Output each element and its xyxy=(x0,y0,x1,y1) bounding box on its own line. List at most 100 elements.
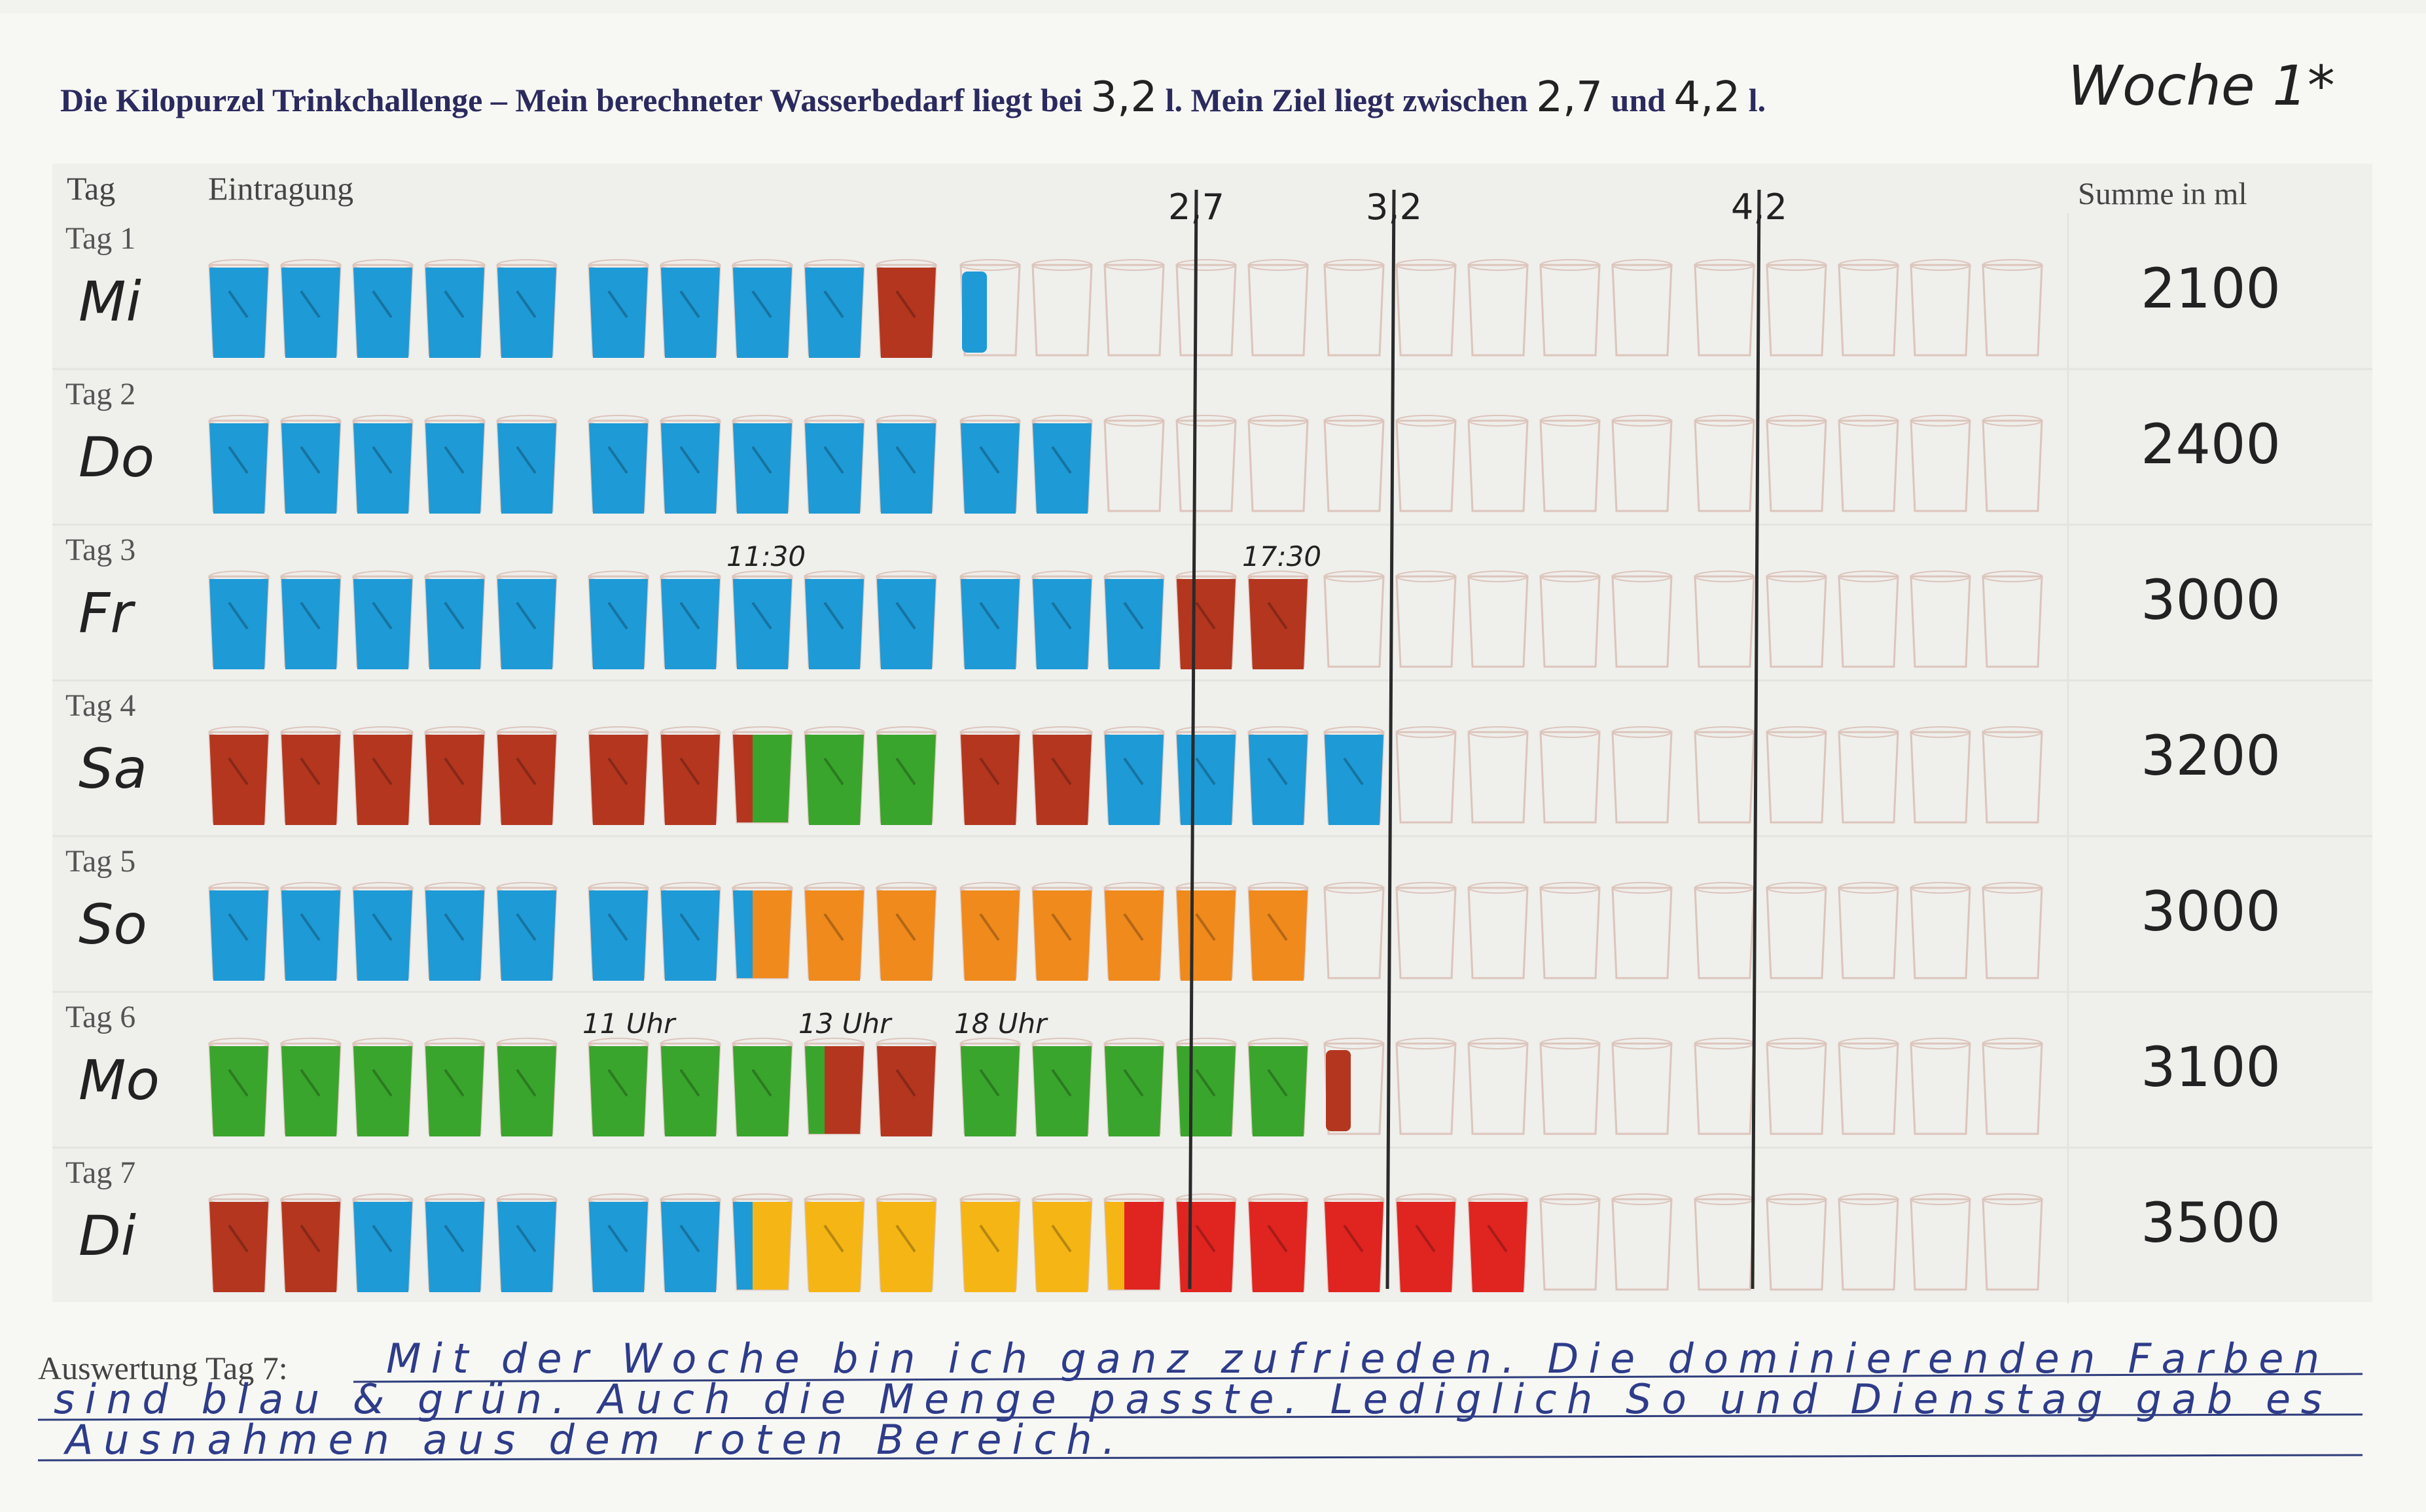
evaluation-line-3: Ausnahmen aus dem roten Bereich. xyxy=(63,1416,1119,1464)
cup-outline xyxy=(1766,1198,1827,1291)
cup-outline xyxy=(1766,1042,1827,1135)
cup-outline xyxy=(1539,264,1601,357)
cup-filled xyxy=(1397,1202,1455,1292)
cup-filled xyxy=(805,890,864,981)
cup-filled xyxy=(281,735,340,825)
cup-marker-stroke xyxy=(1051,1224,1072,1253)
cup-filled-split xyxy=(753,1202,792,1290)
cup-marker-stroke xyxy=(895,1224,916,1253)
cup-filled xyxy=(589,1046,648,1136)
day-sum: 2100 xyxy=(2141,256,2281,321)
cup-outline xyxy=(1910,419,1971,512)
cup-marker-stroke xyxy=(751,446,772,474)
cup-filled xyxy=(1033,890,1092,981)
cup-marker-stroke xyxy=(372,290,393,319)
cup-rim xyxy=(1612,726,1672,738)
cup-filled xyxy=(1105,1046,1164,1136)
cup-rim xyxy=(1540,415,1600,427)
cup-rim xyxy=(1612,259,1672,271)
cup-outline xyxy=(1611,419,1673,512)
weekday-label: Sa xyxy=(79,737,147,801)
cup-marker-stroke xyxy=(895,601,916,630)
cup-rim xyxy=(1540,726,1600,738)
cup-marker-stroke xyxy=(1195,601,1216,630)
cup-filled xyxy=(497,890,556,981)
cup-marker-stroke xyxy=(1415,1224,1436,1253)
cup-marker-stroke xyxy=(516,757,537,786)
cup-filled xyxy=(425,268,484,358)
cup-filled xyxy=(805,735,864,825)
cup-filled xyxy=(589,890,648,981)
cup-rim xyxy=(1838,571,1899,582)
cup-rim xyxy=(1766,1193,1827,1205)
goal-marker-line xyxy=(1751,189,1761,1290)
cup-filled xyxy=(209,1046,268,1136)
cup-marker-stroke xyxy=(895,446,916,474)
cup-marker-stroke xyxy=(300,757,321,786)
cup-marker-stroke xyxy=(372,913,393,941)
day-sum: 3000 xyxy=(2141,879,2281,943)
cup-filled xyxy=(353,1202,412,1292)
cup-filled xyxy=(961,890,1020,981)
cup-outline xyxy=(1766,887,1827,979)
cup-marker-stroke xyxy=(1195,1224,1216,1253)
evaluation-rule-2 xyxy=(37,1413,2363,1421)
cup-outline xyxy=(1694,264,1755,357)
cup-marker-stroke xyxy=(823,601,844,630)
cup-filled xyxy=(1105,735,1164,825)
cup-filled xyxy=(961,579,1020,669)
week-label: Woche 1* xyxy=(2068,54,2335,118)
cup-marker-stroke xyxy=(1267,1068,1288,1097)
cup-filled xyxy=(1033,735,1092,825)
cup-marker-stroke xyxy=(895,290,916,319)
cup-outline xyxy=(1910,887,1971,979)
cup-filled xyxy=(209,1202,268,1292)
cup-filled xyxy=(209,735,268,825)
cup-filled xyxy=(1249,735,1308,825)
cup-rim xyxy=(1324,259,1384,271)
cup-filled xyxy=(877,579,936,669)
cup-marker-stroke xyxy=(607,757,628,786)
cup-rim xyxy=(1248,415,1308,427)
cup-marker-stroke xyxy=(1123,757,1144,786)
cup-rim xyxy=(1694,259,1755,271)
cup-filled xyxy=(589,579,648,669)
cup-rim xyxy=(1982,882,2042,894)
cup-marker-stroke xyxy=(979,757,1000,786)
cup-filled-split xyxy=(1105,1202,1124,1290)
cup-marker-stroke xyxy=(979,913,1000,941)
cup-filled xyxy=(661,268,720,358)
cup-filled xyxy=(961,1046,1020,1136)
cup-marker-stroke xyxy=(1267,1224,1288,1253)
cup-filled xyxy=(1177,735,1236,825)
cup-marker-stroke xyxy=(1267,601,1288,630)
cup-filled xyxy=(1177,1202,1236,1292)
cup-filled-split xyxy=(733,890,753,978)
cup-filled-split xyxy=(753,735,792,822)
cup-outline xyxy=(1910,731,1971,824)
cup-rim xyxy=(1468,1038,1528,1049)
cup-rim xyxy=(960,259,1020,271)
cup-outline xyxy=(1539,419,1601,512)
weekday-label: Mo xyxy=(79,1048,160,1112)
weekday-label: So xyxy=(79,892,147,957)
cup-rim xyxy=(1910,726,1971,738)
cup-outline xyxy=(1982,1042,2043,1135)
cup-filled xyxy=(877,1202,936,1292)
cup-rim xyxy=(1468,415,1528,427)
cup-rim xyxy=(1982,1038,2042,1049)
cup-marker-stroke xyxy=(228,290,249,319)
cup-marker-stroke xyxy=(1051,601,1072,630)
cup-filled xyxy=(877,1046,936,1136)
cup-outline xyxy=(1539,575,1601,668)
cup-filled xyxy=(353,735,412,825)
evaluation-rule-3 xyxy=(37,1454,2363,1462)
cup-marker-stroke xyxy=(679,601,700,630)
cup-filled xyxy=(281,890,340,981)
cup-filled xyxy=(661,735,720,825)
cup-rim xyxy=(1910,882,1971,894)
cup-outline xyxy=(1103,264,1165,357)
cup-rim xyxy=(1324,1038,1384,1049)
cup-filled xyxy=(733,1046,792,1136)
